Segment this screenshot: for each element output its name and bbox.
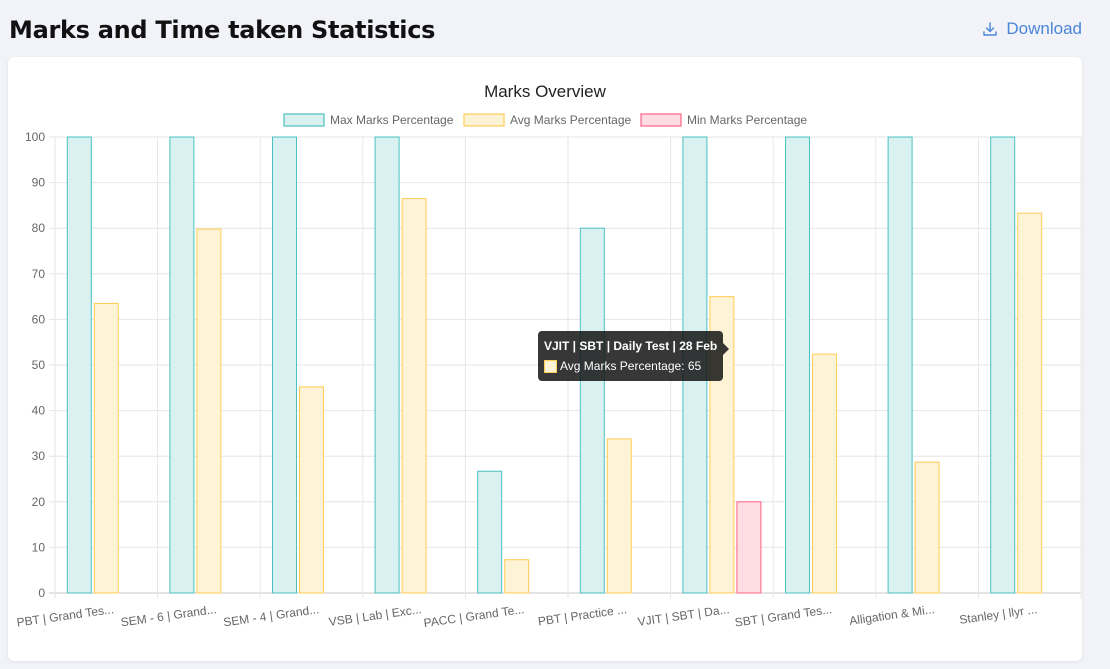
bar-max-marks-percentage [579,227,605,594]
chart-title: Marks Overview [484,82,607,101]
legend-label: Avg Marks Percentage [510,113,631,127]
legend-label: Max Marks Percentage [330,113,454,127]
bar-max-marks-percentage [272,136,297,594]
y-tick-label: 0 [38,586,45,600]
bar-avg-marks-percentage [606,438,632,594]
y-tick-label: 70 [32,267,46,281]
x-tick-label: PBT | Grand Tes... [16,602,115,630]
page-title: Marks and Time taken Statistics [9,16,436,44]
y-tick-label: 20 [32,495,46,509]
x-tick-label: SEM - 6 | Grand... [120,602,217,629]
download-icon [982,21,998,37]
bar-avg-marks-percentage [1017,212,1043,594]
y-tick-label: 40 [32,404,46,418]
y-tick-label: 100 [25,130,45,144]
x-tick-label: PBT | Practice ... [537,602,628,628]
bar-max-marks-percentage [990,136,1016,594]
bar-max-marks-percentage [477,470,503,594]
bar-max-marks-percentage [66,136,92,594]
tooltip-title: VJIT | SBT | Daily Test | 28 Feb [544,339,718,353]
bar-max-marks-percentage [785,136,810,594]
x-tick-label: VSB | Lab | Exc... [328,602,423,629]
x-tick-label: Stanley | llyr ... [958,602,1038,627]
bar-avg-marks-percentage [196,228,222,594]
y-tick-label: 10 [32,540,46,554]
download-button[interactable]: Download [982,19,1082,39]
tooltip-label: Avg Marks Percentage: 65 [560,359,702,373]
legend-swatch [463,113,505,127]
bar-max-marks-percentage [374,136,400,594]
bar-max-marks-percentage [887,136,913,594]
bar-avg-marks-percentage [812,353,837,594]
bar-avg-marks-percentage [914,461,940,594]
marks-overview-chart: Marks Overview Max Marks Percentage Avg Ma… [16,82,1082,630]
legend-label: Min Marks Percentage [687,113,807,127]
bar-avg-marks-percentage [299,386,324,594]
tooltip-swatch [544,359,557,373]
y-tick-label: 80 [32,221,46,235]
x-tick-label: SBT | Grand Tes... [734,602,833,630]
chart-tooltip: VJIT | SBT | Daily Test | 28 Feb Avg Mar… [538,331,730,381]
bar-avg-marks-percentage [401,198,427,594]
y-tick-label: 30 [32,449,46,463]
bar-min-marks-percentage [736,501,762,594]
x-tick-label: SEM - 4 | Grand... [222,602,319,629]
download-label: Download [1006,19,1082,38]
bar-max-marks-percentage [169,136,195,594]
legend-swatch [283,113,325,127]
bar-avg-marks-percentage [93,302,119,594]
y-tick-label: 50 [32,358,46,372]
x-tick-label: Alligation & Mi... [848,602,935,628]
y-tick-label: 90 [32,176,46,190]
bar-avg-marks-percentage [504,559,530,594]
x-tick-label: VJIT | SBT | Da... [637,602,731,629]
tooltip-caret [723,343,730,355]
y-tick-label: 60 [32,312,46,326]
chart-card: Marks Overview Max Marks Percentage Avg Ma… [8,57,1082,661]
x-tick-label: PACC | Grand Te... [423,602,525,630]
legend-swatch [640,113,682,127]
